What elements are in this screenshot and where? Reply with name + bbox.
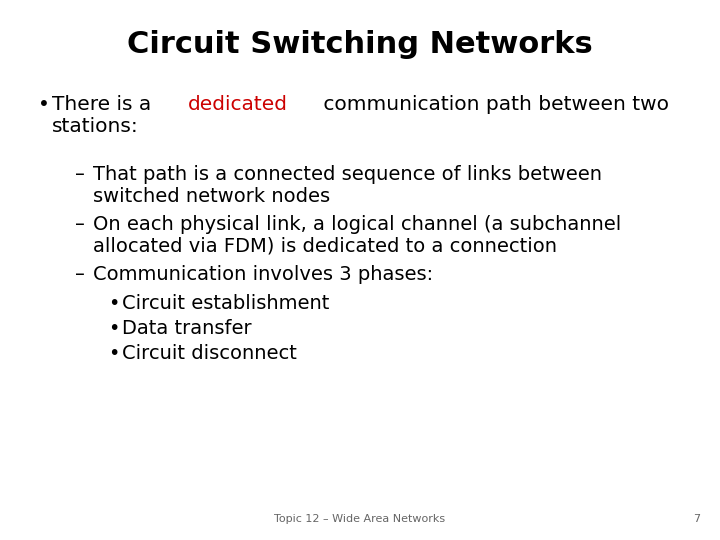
Text: communication path between two: communication path between two xyxy=(318,95,670,114)
Text: Topic 12 – Wide Area Networks: Topic 12 – Wide Area Networks xyxy=(274,514,446,524)
Text: There is a: There is a xyxy=(52,95,158,114)
Text: Circuit disconnect: Circuit disconnect xyxy=(122,344,297,363)
Text: –: – xyxy=(75,165,85,184)
Text: That path is a connected sequence of links between
switched network nodes: That path is a connected sequence of lin… xyxy=(93,165,602,206)
Text: On each physical link, a logical channel (a subchannel
allocated via FDM) is ded: On each physical link, a logical channel… xyxy=(93,215,621,256)
Text: •: • xyxy=(38,95,50,114)
Text: –: – xyxy=(75,265,85,284)
Text: Data transfer: Data transfer xyxy=(122,319,251,338)
Text: dedicated: dedicated xyxy=(189,95,288,114)
Text: •: • xyxy=(108,319,120,338)
Text: –: – xyxy=(75,215,85,234)
Text: •: • xyxy=(108,344,120,363)
Text: •: • xyxy=(108,294,120,313)
Text: Circuit establishment: Circuit establishment xyxy=(122,294,329,313)
Text: 7: 7 xyxy=(693,514,700,524)
Text: Communication involves 3 phases:: Communication involves 3 phases: xyxy=(93,265,433,284)
Text: stations:: stations: xyxy=(52,117,139,136)
Text: Circuit Switching Networks: Circuit Switching Networks xyxy=(127,30,593,59)
